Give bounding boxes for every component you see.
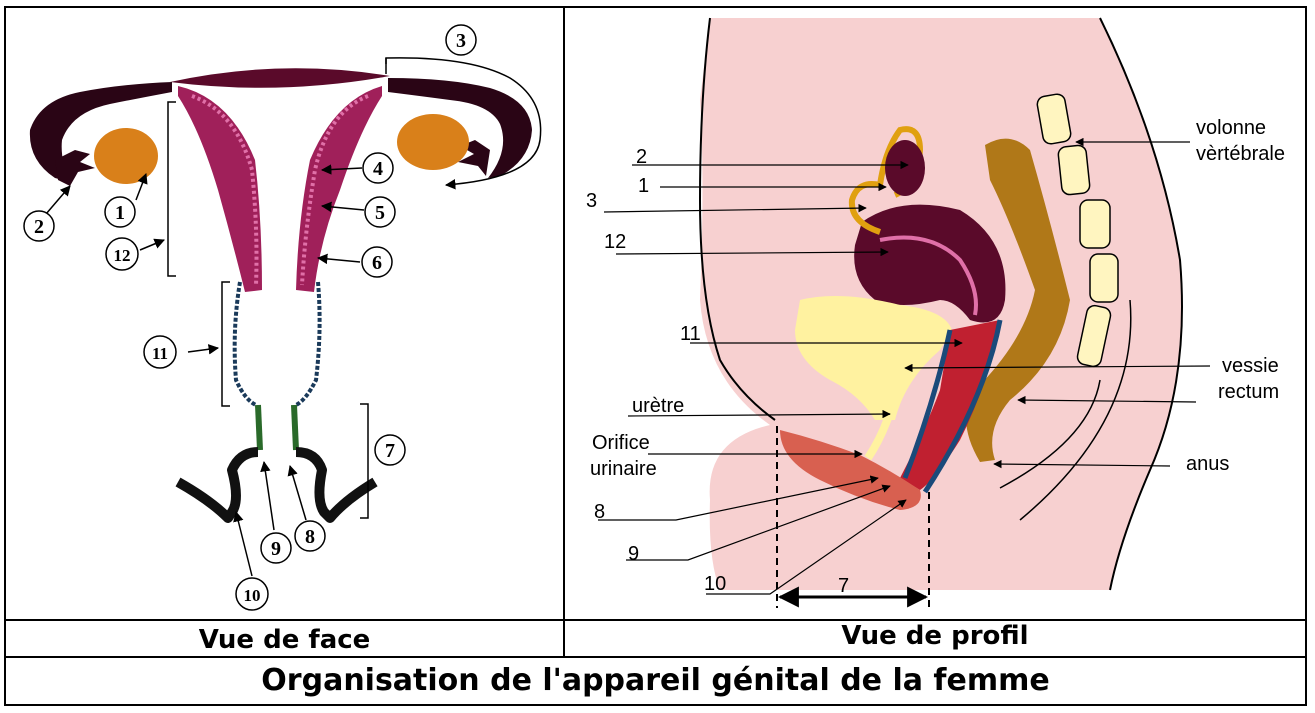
profile-label-9: 9 [628, 543, 639, 565]
bladder [795, 296, 952, 420]
profile-view-caption: Vue de profil [841, 621, 1029, 651]
uterus-fundus [170, 68, 390, 88]
profile-label-2: 2 [636, 146, 647, 168]
svg-text:12: 12 [114, 246, 131, 265]
right-fallopian-tube [388, 78, 532, 178]
uterus-endometrium-right [300, 94, 369, 286]
label-anus: anus [1186, 453, 1229, 475]
figure-frame [4, 6, 1307, 706]
front-label-10: 10 [235, 577, 269, 611]
bracket-11 [221, 281, 230, 407]
label-uretre: urètre [632, 395, 684, 417]
uterus-wall-right [296, 86, 382, 292]
label-rectum: rectum [1218, 381, 1279, 403]
svg-text:6: 6 [372, 252, 382, 274]
uterus-profile [854, 204, 1006, 323]
buttock-curve [1019, 299, 1132, 521]
urethra [864, 416, 892, 461]
rectum [966, 138, 1070, 463]
profile-label-12: 12 [604, 231, 626, 253]
svg-text:2: 2 [34, 216, 44, 238]
profile-label-8: 8 [594, 501, 605, 523]
svg-text:8: 8 [305, 526, 315, 548]
caption-divider [4, 619, 1307, 621]
vagina-wall-right [294, 281, 322, 407]
uterus-endometrium-left [191, 94, 259, 286]
ovary-profile [885, 140, 925, 196]
label-colonne-1: volonne [1196, 117, 1266, 139]
svg-text:1: 1 [115, 202, 125, 224]
body-outline-back [1099, 17, 1183, 591]
svg-text:9: 9 [271, 538, 281, 560]
front-view-diagram: 1 2 3 4 5 6 7 8 9 10 11 12 [23, 24, 542, 611]
profile-label-3: 3 [586, 190, 597, 212]
bracket-3 [385, 57, 542, 190]
spine [1036, 93, 1119, 368]
profile-label-7: 7 [838, 575, 849, 597]
labia-right [295, 447, 378, 523]
hymen-right [291, 404, 299, 451]
svg-text:7: 7 [385, 440, 395, 462]
bracket-12 [167, 101, 176, 277]
label-orifice-2: urinaire [590, 458, 657, 480]
svg-text:4: 4 [373, 158, 383, 180]
vagina-profile [900, 320, 1000, 490]
profile-label-10: 10 [704, 573, 726, 595]
svg-text:10: 10 [244, 586, 261, 605]
svg-text:5: 5 [375, 202, 385, 224]
buttock-curve-2 [999, 379, 1101, 489]
front-label-1: 1 [104, 196, 136, 228]
front-label-12: 12 [105, 237, 139, 271]
front-label-11: 11 [143, 335, 177, 369]
front-label-2: 2 [23, 210, 55, 242]
labia-left [175, 447, 259, 523]
profile-label-1: 1 [638, 175, 649, 197]
front-label-8: 8 [294, 520, 326, 552]
bracket-7 [360, 403, 369, 519]
front-view-caption: Vue de face [198, 625, 371, 655]
left-fimbriae [55, 150, 95, 186]
label-orifice-1: Orifice [592, 432, 650, 454]
front-label-4: 4 [362, 152, 394, 184]
right-ovary [397, 114, 469, 170]
left-ovary [94, 128, 158, 184]
svg-text:3: 3 [456, 30, 466, 52]
profile-label-11: 11 [680, 323, 701, 345]
hymen-left [255, 404, 263, 451]
profile-view-diagram: 2 1 3 12 11 urètre Orifice urinaire 8 9 … [586, 17, 1285, 608]
front-label-3: 3 [445, 24, 477, 56]
label-colonne-2: vèrtébrale [1196, 143, 1285, 165]
panel-divider [563, 6, 565, 658]
figure-title: Organisation de l'appareil génital de la… [261, 663, 1050, 698]
front-label-5: 5 [364, 196, 396, 228]
vagina-wall-left [232, 281, 257, 407]
body-outline-front [698, 17, 776, 421]
svg-text:11: 11 [152, 344, 168, 363]
uterus-cavity-profile [879, 235, 978, 316]
title-divider [4, 656, 1307, 658]
uterus-wall-left [178, 86, 262, 292]
front-label-9: 9 [260, 532, 292, 564]
front-label-7: 7 [374, 434, 406, 466]
left-fallopian-tube [29, 82, 173, 182]
body-silhouette [700, 18, 1182, 590]
front-label-6: 6 [361, 246, 393, 278]
label-vessie: vessie [1222, 355, 1279, 377]
